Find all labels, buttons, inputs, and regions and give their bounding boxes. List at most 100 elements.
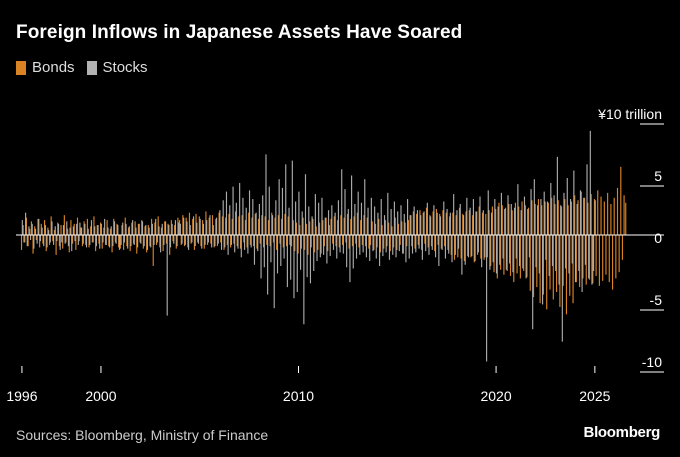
bar-bonds-297	[509, 235, 512, 276]
bar-bonds-275	[473, 235, 475, 263]
bar-stocks-1	[23, 235, 25, 243]
bar-bonds-3	[25, 217, 28, 235]
bar-stocks-17	[49, 235, 51, 243]
bar-stocks-151	[270, 235, 272, 263]
bar-bonds-323	[552, 235, 554, 300]
bar-bonds-360	[613, 197, 615, 235]
bar-stocks-277	[477, 235, 479, 253]
bar-bonds-97	[180, 235, 182, 245]
bar-stocks-323	[553, 195, 555, 235]
bar-bonds-169	[299, 225, 301, 235]
bar-stocks-319	[546, 201, 549, 235]
bar-bonds-359	[611, 235, 614, 290]
bar-bonds-252	[435, 208, 437, 235]
bar-bonds-220	[383, 235, 385, 249]
bar-bonds-273	[470, 235, 472, 258]
bar-bonds-366	[623, 195, 625, 235]
bar-bonds-79	[151, 218, 153, 235]
bar-bonds-131	[236, 235, 238, 247]
bar-stocks-306	[525, 235, 527, 279]
bar-stocks-280	[482, 210, 484, 235]
bar-stocks-98	[183, 217, 185, 235]
bar-stocks-18	[51, 221, 53, 235]
bar-bonds-45	[95, 235, 97, 252]
bar-bonds-321	[549, 235, 551, 290]
bar-stocks-233	[405, 235, 407, 263]
bar-bonds-189	[332, 235, 334, 244]
bar-bonds-207	[361, 235, 363, 245]
bar-bonds-102	[188, 212, 191, 235]
bar-stocks-347	[593, 235, 595, 271]
bar-bonds-119	[216, 235, 219, 247]
bar-stocks-185	[326, 235, 328, 264]
bar-bonds-295	[506, 235, 508, 271]
bar-bonds-212	[369, 235, 372, 245]
bar-stocks-125	[227, 235, 229, 255]
bar-bonds-111	[203, 235, 205, 249]
bar-bonds-8	[34, 226, 36, 235]
bar-stocks-322	[551, 235, 554, 266]
bar-bonds-103	[190, 235, 192, 244]
bar-bonds-11	[39, 235, 41, 248]
bar-stocks-200	[351, 175, 353, 235]
bar-stocks-345	[589, 130, 591, 235]
bar-bonds-95	[177, 217, 179, 235]
bar-bonds-335	[572, 235, 574, 304]
bar-bonds-115	[210, 235, 212, 244]
bar-stocks-150	[268, 186, 270, 235]
bar-bonds-34	[76, 217, 79, 235]
bar-bonds-316	[541, 205, 543, 235]
bar-bonds-138	[248, 212, 250, 235]
bar-bonds-253	[437, 235, 439, 245]
bar-bonds-31	[71, 235, 74, 244]
bar-bonds-81	[154, 222, 156, 235]
bar-stocks-60	[120, 235, 122, 245]
bar-bonds-215	[374, 223, 377, 235]
bar-bonds-89	[167, 223, 169, 235]
bar-stocks-307	[527, 208, 529, 235]
bar-stocks-311	[533, 179, 535, 235]
x-tick-label-4: 2025	[579, 388, 610, 404]
bar-stocks-308	[528, 235, 530, 258]
bar-bonds-167	[295, 222, 298, 235]
bar-bonds-248	[429, 215, 431, 235]
bar-stocks-14	[44, 225, 46, 235]
bar-bonds-124	[225, 217, 227, 235]
bar-bonds-271	[467, 235, 469, 257]
bar-stocks-135	[244, 235, 246, 250]
bar-bonds-333	[569, 235, 571, 296]
bar-stocks-263	[454, 235, 456, 255]
bar-bonds-235	[407, 220, 409, 235]
bar-bonds-223	[388, 222, 390, 235]
bar-bonds-85	[160, 227, 163, 235]
x-tick-label-1: 2000	[85, 388, 116, 404]
bar-stocks-244	[423, 211, 425, 235]
bar-stocks-231	[402, 235, 404, 254]
bar-stocks-271	[467, 235, 470, 258]
bar-bonds-292	[501, 205, 503, 235]
bar-bonds-80	[152, 235, 154, 266]
bar-bonds-15	[45, 235, 47, 252]
bar-stocks-55	[112, 235, 114, 247]
bar-stocks-25	[62, 225, 65, 235]
bar-stocks-336	[574, 235, 577, 283]
bar-stocks-51	[105, 235, 107, 245]
bar-bonds-363	[618, 235, 620, 273]
bar-stocks-133	[240, 235, 242, 258]
bar-stocks-184	[324, 217, 326, 235]
bar-stocks-236	[410, 215, 412, 235]
bar-bonds-350	[597, 190, 599, 235]
bar-bonds-277	[476, 235, 479, 255]
bar-stocks-110	[202, 223, 204, 235]
bar-bonds-311	[532, 235, 535, 297]
bar-stocks-89	[168, 225, 170, 235]
bar-stocks-21	[56, 235, 58, 242]
bar-bonds-100	[185, 217, 187, 235]
bar-bonds-307	[526, 235, 528, 278]
bar-bonds-49	[101, 235, 103, 249]
bar-bonds-141	[253, 235, 255, 247]
bar-bonds-90	[169, 235, 171, 255]
bar-bonds-326	[557, 200, 559, 235]
bar-stocks-246	[426, 202, 428, 235]
bar-stocks-56	[113, 221, 116, 235]
